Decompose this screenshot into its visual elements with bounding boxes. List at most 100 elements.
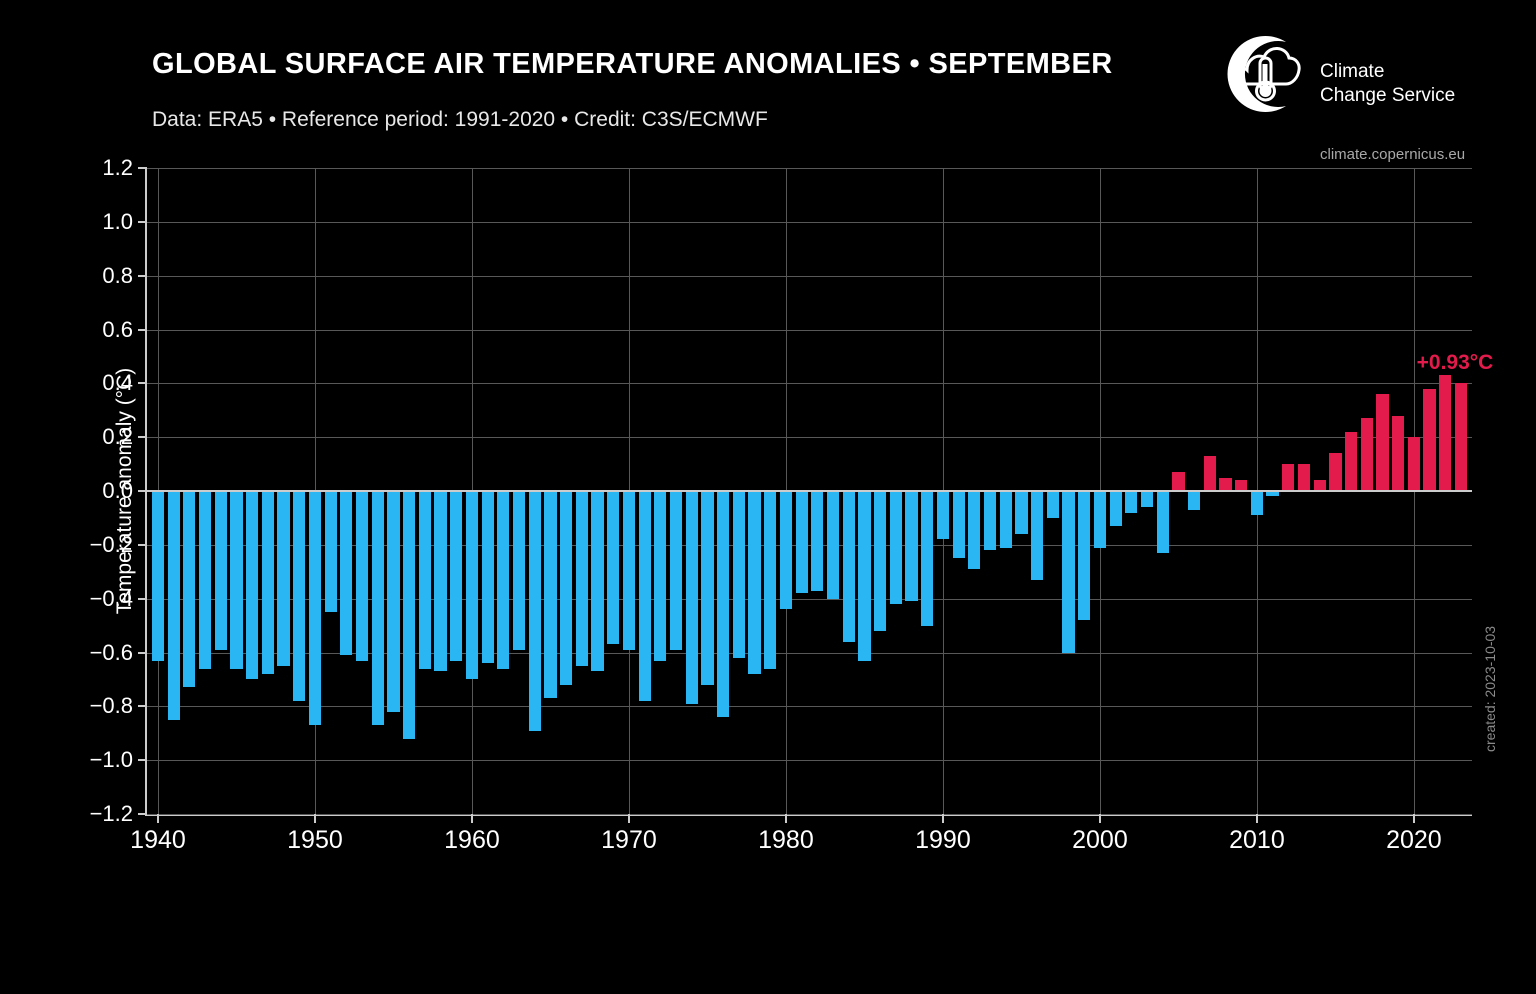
y-axis-tick-mark xyxy=(138,651,147,654)
x-axis-tick-label: 1940 xyxy=(130,826,186,854)
bar-2009 xyxy=(1235,480,1248,491)
bar-1974 xyxy=(685,491,698,704)
bar-2018 xyxy=(1376,394,1389,491)
bar-1940 xyxy=(151,491,165,661)
bar-1984 xyxy=(842,491,855,642)
y-axis-tick-label: 0.4 xyxy=(102,370,133,396)
y-axis-tick-mark xyxy=(138,705,147,708)
y-axis-tick-mark xyxy=(138,328,147,331)
x-axis-tick-label: 1950 xyxy=(287,826,343,854)
y-axis-tick-label: −0.2 xyxy=(89,531,133,557)
bar-1944 xyxy=(214,491,227,650)
bar-2023 xyxy=(1454,383,1468,491)
x-axis-tick-label: 1990 xyxy=(915,826,971,854)
bar-2020 xyxy=(1407,437,1421,491)
bar-2019 xyxy=(1392,415,1405,491)
grid-line-horizontal xyxy=(147,383,1472,385)
y-axis-tick-label: 1.2 xyxy=(102,155,133,180)
x-axis-tick-mark xyxy=(1098,814,1101,823)
bar-1963 xyxy=(512,491,526,650)
grid-line-horizontal xyxy=(147,598,1472,600)
bar-1968 xyxy=(591,491,604,672)
x-axis-tick-mark xyxy=(784,814,787,823)
bar-1987 xyxy=(889,491,902,605)
bar-1947 xyxy=(261,491,274,675)
y-axis-tick-label: −0.8 xyxy=(89,693,133,719)
bar-1961 xyxy=(481,491,494,664)
x-axis-tick-mark xyxy=(627,814,630,823)
bar-1979 xyxy=(764,491,777,669)
y-axis-tick-label: −0.4 xyxy=(89,585,133,611)
y-axis-label: Temperature anomaly (°C) xyxy=(113,367,136,615)
y-axis-tick-label: 0.0 xyxy=(102,478,133,503)
bar-2014 xyxy=(1313,480,1326,491)
bar-1952 xyxy=(340,491,353,656)
chart-plot-area: 1.2 1.0 0.8 0.6 0.4 0.2 0.0 −0.2 −0.4 −0.6 −0.8 −1.… xyxy=(90,155,1494,854)
grid-line-horizontal xyxy=(147,652,1472,654)
y-axis-tick-mark xyxy=(138,167,147,169)
bar-2011 xyxy=(1266,491,1279,497)
y-axis-tick-label: 0.8 xyxy=(102,262,133,288)
x-axis-tick-label: 1970 xyxy=(601,826,657,854)
x-axis-tick-mark xyxy=(1412,814,1415,823)
bar-1966 xyxy=(560,491,573,685)
bar-1941 xyxy=(167,491,180,720)
bar-2013 xyxy=(1297,464,1311,491)
y-axis-tick-label: 0.6 xyxy=(102,316,133,342)
x-axis-tick-mark xyxy=(156,814,159,823)
bar-1973 xyxy=(669,491,683,650)
y-axis-tick-label: −1.0 xyxy=(89,747,133,773)
bar-1991 xyxy=(952,491,965,559)
bar-1978 xyxy=(748,491,761,675)
bar-2015 xyxy=(1329,453,1342,491)
bar-2016 xyxy=(1344,431,1358,491)
bar-1943 xyxy=(198,491,212,669)
bar-2012 xyxy=(1282,464,1295,491)
bar-1954 xyxy=(371,491,384,726)
y-axis-tick-mark xyxy=(138,436,147,439)
grid-line-horizontal xyxy=(147,275,1472,277)
c3s-logo-text: Climate Change Service xyxy=(1320,60,1455,108)
bar-2001 xyxy=(1109,491,1122,526)
bar-1997 xyxy=(1046,491,1059,518)
grid-line-horizontal xyxy=(147,437,1472,439)
bar-1951 xyxy=(324,491,337,613)
bar-1981 xyxy=(795,491,808,594)
bar-1945 xyxy=(230,491,243,669)
bar-1971 xyxy=(638,491,651,701)
grid-line-horizontal xyxy=(147,760,1472,762)
y-axis-tick-mark xyxy=(138,597,147,600)
bar-1942 xyxy=(183,491,196,688)
bar-1955 xyxy=(387,491,400,712)
bar-1950 xyxy=(308,491,322,726)
bar-1986 xyxy=(874,491,887,631)
bar-1980 xyxy=(779,491,793,610)
page-subtitle: Data: ERA5 • Reference period: 1991-2020… xyxy=(152,108,768,131)
bar-2002 xyxy=(1125,491,1138,513)
bar-2021 xyxy=(1423,388,1436,491)
bar-2010 xyxy=(1250,491,1264,516)
page-title: GLOBAL SURFACE AIR TEMPERATURE ANOMALIES… xyxy=(152,48,1113,80)
bar-2006 xyxy=(1188,491,1201,510)
y-axis-tick-mark xyxy=(138,813,147,815)
bar-1964 xyxy=(528,491,541,731)
bar-1965 xyxy=(544,491,557,699)
c3s-logo: Climate Change Service climate.copernicu… xyxy=(1216,28,1516,163)
bar-1976 xyxy=(717,491,730,718)
y-axis-tick-label: 0.2 xyxy=(102,424,133,450)
y-axis-tick-mark xyxy=(138,220,147,223)
x-axis-tick-label: 2000 xyxy=(1072,826,1128,854)
x-axis-tick-mark xyxy=(470,814,473,823)
bar-1958 xyxy=(434,491,447,672)
bar-2008 xyxy=(1219,477,1232,491)
bar-1993 xyxy=(983,491,997,551)
bar-1988 xyxy=(905,491,918,602)
bar-2004 xyxy=(1156,491,1169,553)
bar-1999 xyxy=(1078,491,1091,621)
bar-1989 xyxy=(921,491,934,626)
bar-2022 xyxy=(1439,375,1452,491)
bar-1985 xyxy=(858,491,871,661)
bar-2003 xyxy=(1140,491,1154,508)
latest-value-annotation: +0.93°C xyxy=(1416,351,1494,375)
grid-line-horizontal xyxy=(147,221,1472,223)
